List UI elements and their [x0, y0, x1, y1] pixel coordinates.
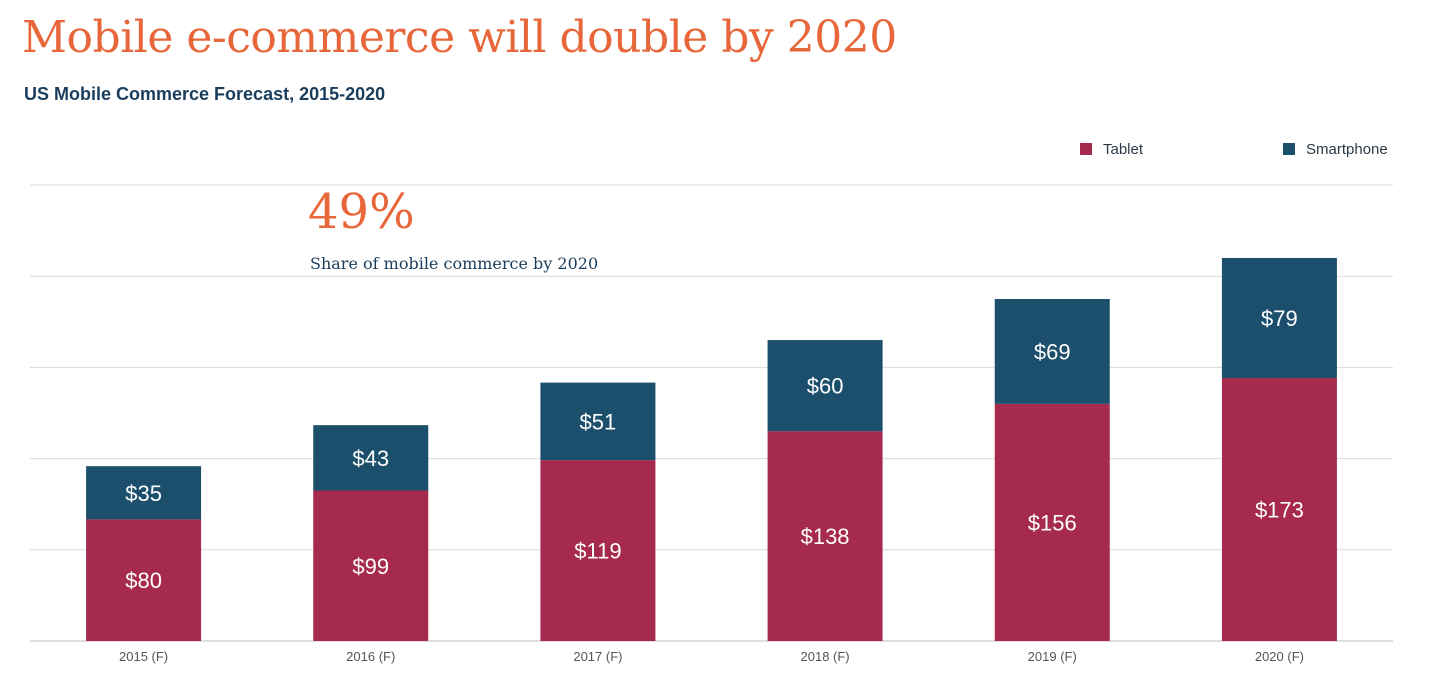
bar-smartphone-2 — [540, 382, 656, 461]
callout-percentage: 49% — [308, 184, 415, 240]
legend-swatch-smartphone — [1283, 143, 1295, 155]
bar-smartphone-0 — [86, 466, 202, 520]
x-tick-label: 2019 (F) — [1028, 649, 1077, 664]
bar-tablet-3 — [767, 431, 883, 641]
bar-smartphone-4 — [994, 299, 1110, 404]
data-label-smartphone-3: $60 — [807, 374, 844, 399]
bar-smartphone-5 — [1221, 257, 1337, 379]
data-label-tablet-0: $80 — [125, 568, 162, 593]
data-label-smartphone-0: $35 — [125, 481, 162, 506]
bar-tablet-4 — [994, 403, 1110, 641]
bar-smartphone-1 — [313, 425, 429, 491]
legend-swatch-tablet — [1080, 143, 1092, 155]
bar-tablet-0 — [86, 519, 202, 641]
data-label-tablet-5: $173 — [1255, 498, 1304, 523]
bar-smartphone-3 — [767, 340, 883, 432]
x-tick-label: 2017 (F) — [573, 649, 622, 664]
data-label-tablet-3: $138 — [801, 524, 850, 549]
x-tick-label: 2020 (F) — [1255, 649, 1304, 664]
legend-item-tablet: Tablet — [1080, 141, 1143, 158]
data-label-tablet-4: $156 — [1028, 510, 1077, 535]
x-tick-label: 2018 (F) — [801, 649, 850, 664]
data-label-tablet-1: $99 — [352, 554, 389, 579]
legend-label-smartphone: Smartphone — [1306, 141, 1388, 158]
callout-caption: Share of mobile commerce by 2020 — [310, 254, 599, 273]
chart-subtitle: US Mobile Commerce Forecast, 2015-2020 — [24, 84, 386, 104]
data-label-smartphone-1: $43 — [352, 446, 389, 471]
data-label-smartphone-5: $79 — [1261, 306, 1298, 331]
data-label-tablet-2: $119 — [574, 539, 621, 564]
data-label-smartphone-2: $51 — [580, 409, 617, 434]
bar-tablet-1 — [313, 490, 429, 641]
chart-title: Mobile e-commerce will double by 2020 — [22, 12, 897, 63]
legend-label-tablet: Tablet — [1103, 141, 1144, 158]
x-tick-label: 2016 (F) — [346, 649, 395, 664]
data-label-smartphone-4: $69 — [1034, 339, 1071, 364]
legend-item-smartphone: Smartphone — [1283, 141, 1388, 158]
x-tick-label: 2015 (F) — [119, 649, 168, 664]
bar-tablet-5 — [1221, 378, 1337, 641]
bar-tablet-2 — [540, 460, 656, 641]
